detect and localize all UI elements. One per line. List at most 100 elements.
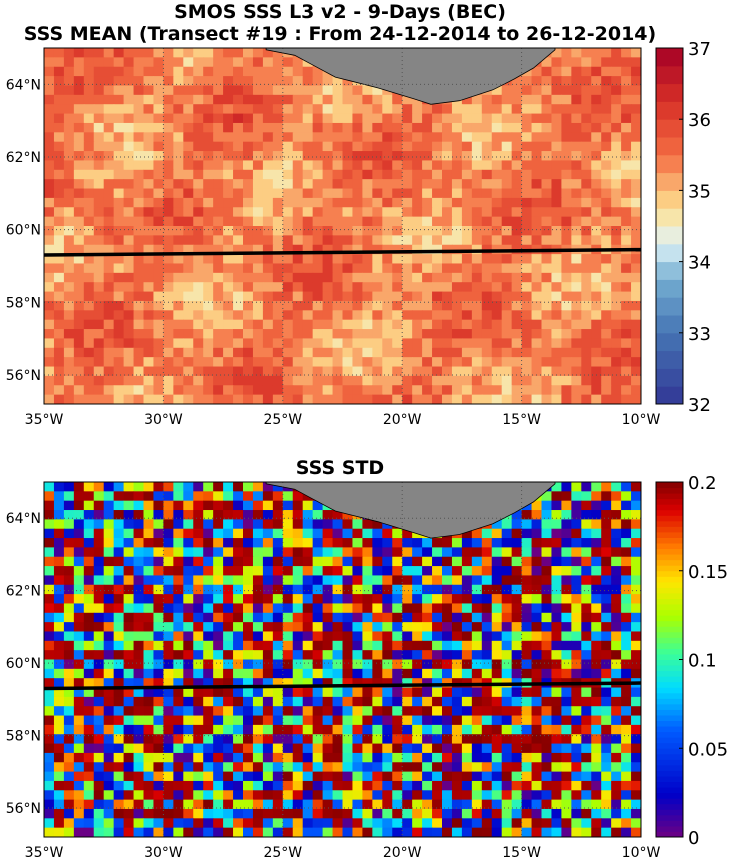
heatmap-cell	[521, 263, 533, 274]
heatmap-cell	[561, 216, 572, 227]
heatmap-cell	[432, 347, 443, 358]
heatmap-cell	[262, 603, 274, 614]
heatmap-cell	[103, 188, 115, 199]
heatmap-cell	[432, 254, 443, 265]
heatmap-cell	[153, 482, 164, 492]
heatmap-cell	[581, 254, 592, 265]
heatmap-cell	[113, 687, 125, 698]
y-tick-label: 58°N	[6, 295, 41, 311]
heatmap-cell	[332, 179, 344, 190]
heatmap-cell	[501, 282, 513, 293]
heatmap-cell	[213, 207, 224, 218]
heatmap-cell	[412, 790, 423, 801]
heatmap-cell	[143, 254, 155, 265]
heatmap-cell	[571, 762, 582, 773]
heatmap-cell	[44, 132, 55, 143]
heatmap-cell	[481, 169, 493, 180]
heatmap-cell	[272, 566, 284, 577]
heatmap-cell	[551, 319, 562, 330]
heatmap-cell	[432, 650, 443, 661]
heatmap-cell	[143, 310, 155, 321]
heatmap-cell	[133, 216, 145, 227]
heatmap-cell	[302, 790, 314, 801]
heatmap-cell	[342, 734, 354, 745]
heatmap-cell	[282, 547, 294, 558]
heatmap-cell	[392, 113, 403, 124]
heatmap-cell	[173, 347, 184, 358]
heatmap-cell	[581, 291, 592, 302]
heatmap-cell	[53, 235, 65, 246]
heatmap-cell	[332, 706, 344, 717]
heatmap-cell	[561, 375, 572, 386]
heatmap-cell	[282, 254, 294, 265]
heatmap-cell	[223, 818, 234, 829]
heatmap-cell	[332, 622, 344, 633]
heatmap-cell	[252, 547, 264, 558]
heatmap-cell	[352, 375, 363, 386]
heatmap-cell	[262, 528, 274, 539]
heatmap-cell	[63, 584, 75, 595]
heatmap-cell	[113, 743, 125, 754]
heatmap-cell	[193, 724, 204, 735]
heatmap-cell	[451, 715, 463, 726]
heatmap-cell	[213, 687, 224, 698]
heatmap-cell	[312, 151, 324, 162]
heatmap-cell	[342, 556, 354, 567]
heatmap-cell	[292, 640, 304, 651]
heatmap-cell	[382, 385, 393, 396]
heatmap-cell	[252, 122, 264, 133]
heatmap-cell	[143, 113, 155, 124]
heatmap-cell	[412, 122, 423, 133]
heatmap-cell	[262, 799, 274, 810]
heatmap-cell	[203, 827, 214, 837]
heatmap-cell	[252, 827, 264, 837]
heatmap-cell	[63, 724, 75, 735]
heatmap-cell	[621, 584, 632, 595]
heatmap-cell	[44, 790, 55, 801]
heatmap-cell	[511, 808, 523, 819]
heatmap-cell	[322, 216, 334, 227]
heatmap-cell	[143, 566, 155, 577]
heatmap-cell	[372, 547, 383, 558]
heatmap-cell	[143, 584, 155, 595]
heatmap-cell	[193, 282, 204, 293]
heatmap-cell	[213, 76, 224, 87]
heatmap-cell	[591, 519, 602, 530]
heatmap-cell	[332, 640, 344, 651]
heatmap-cell	[213, 347, 224, 358]
heatmap-cell	[521, 151, 533, 162]
heatmap-cell	[272, 696, 284, 707]
heatmap-cell	[243, 827, 254, 837]
heatmap-cell	[312, 394, 324, 404]
heatmap-cell	[233, 132, 244, 143]
heatmap-cell	[591, 556, 602, 567]
heatmap-cell	[631, 762, 641, 773]
heatmap-cell	[432, 197, 443, 208]
heatmap-cell	[183, 254, 194, 265]
heatmap-cell	[372, 687, 383, 698]
heatmap-cell	[123, 678, 135, 689]
heatmap-cell	[501, 743, 513, 754]
heatmap-cell	[521, 282, 533, 293]
heatmap-cell	[461, 375, 473, 386]
heatmap-cell	[372, 612, 383, 623]
heatmap-cell	[571, 547, 582, 558]
heatmap-cell	[621, 179, 632, 190]
heatmap-cell	[531, 160, 543, 171]
heatmap-cell	[402, 310, 413, 321]
heatmap-cell	[382, 188, 393, 199]
heatmap-cell	[113, 263, 125, 274]
heatmap-cell	[392, 160, 403, 171]
heatmap-cell	[392, 827, 403, 837]
heatmap-cell	[352, 394, 363, 404]
heatmap-cell	[173, 594, 184, 605]
heatmap-cell	[352, 706, 363, 717]
heatmap-cell	[471, 385, 483, 396]
heatmap-cell	[143, 329, 155, 340]
heatmap-cell	[63, 310, 75, 321]
heatmap-cell	[481, 310, 493, 321]
heatmap-cell	[362, 668, 373, 679]
heatmap-cell	[183, 207, 194, 218]
heatmap-cell	[133, 706, 145, 717]
heatmap-cell	[601, 668, 612, 679]
